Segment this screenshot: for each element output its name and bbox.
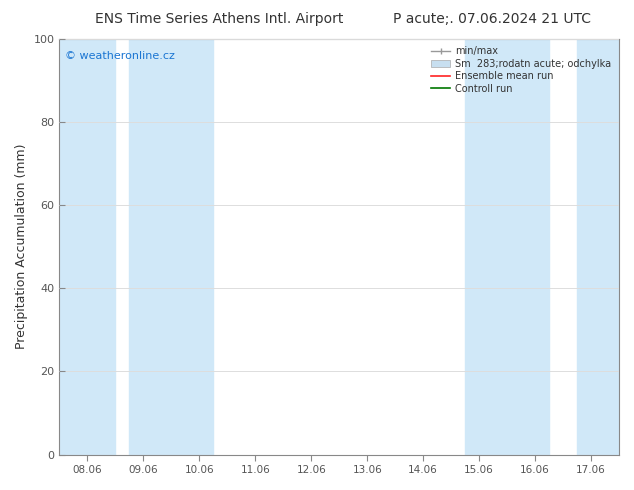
Y-axis label: Precipitation Accumulation (mm): Precipitation Accumulation (mm) xyxy=(15,144,28,349)
Bar xyxy=(465,39,549,455)
Legend: min/max, Sm  283;rodatn acute; odchylka, Ensemble mean run, Controll run: min/max, Sm 283;rodatn acute; odchylka, … xyxy=(428,44,614,97)
Text: ENS Time Series Athens Intl. Airport: ENS Time Series Athens Intl. Airport xyxy=(95,12,344,26)
Bar xyxy=(129,39,213,455)
Bar xyxy=(577,39,619,455)
Text: © weatheronline.cz: © weatheronline.cz xyxy=(65,51,175,61)
Bar xyxy=(60,39,115,455)
Text: P acute;. 07.06.2024 21 UTC: P acute;. 07.06.2024 21 UTC xyxy=(393,12,591,26)
